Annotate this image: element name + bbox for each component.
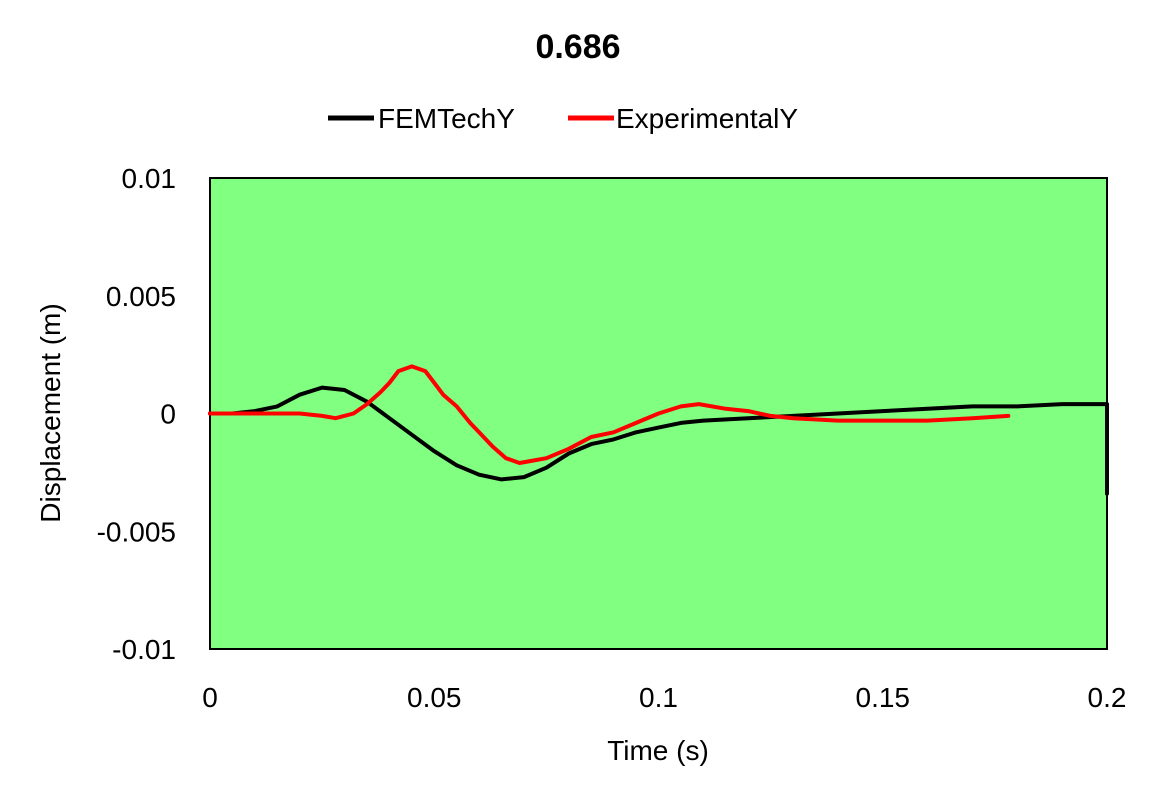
legend-label-femtechy: FEMTechY bbox=[378, 103, 515, 134]
series-layer bbox=[208, 364, 1109, 496]
x-axis-label: Time (s) bbox=[607, 735, 709, 766]
x-tick-label: 0.05 bbox=[407, 682, 462, 713]
y-axis-label: Displacement (m) bbox=[35, 303, 66, 522]
series-line-experimentaly bbox=[208, 364, 1011, 465]
x-tick-label: 0 bbox=[202, 682, 218, 713]
y-tick-label: -0.01 bbox=[112, 634, 176, 665]
y-tick-label: 0.005 bbox=[106, 281, 176, 312]
legend-label-experimentaly: ExperimentalY bbox=[616, 103, 798, 134]
series-line-femtechy bbox=[208, 385, 1109, 496]
x-tick-label: 0.2 bbox=[1088, 682, 1127, 713]
x-tick-label: 0.1 bbox=[639, 682, 678, 713]
y-tick-label: 0.01 bbox=[122, 163, 177, 194]
legend: FEMTechY ExperimentalY bbox=[328, 103, 798, 134]
y-tick-label: -0.005 bbox=[97, 516, 176, 547]
chart-title: 0.686 bbox=[535, 28, 620, 66]
x-tick-label: 0.15 bbox=[856, 682, 911, 713]
y-tick-label: 0 bbox=[160, 399, 176, 430]
x-axis-ticks: 0 0.05 0.1 0.15 0.2 bbox=[202, 682, 1126, 713]
y-axis-ticks: 0.01 0.005 0 -0.005 -0.01 bbox=[97, 163, 176, 665]
